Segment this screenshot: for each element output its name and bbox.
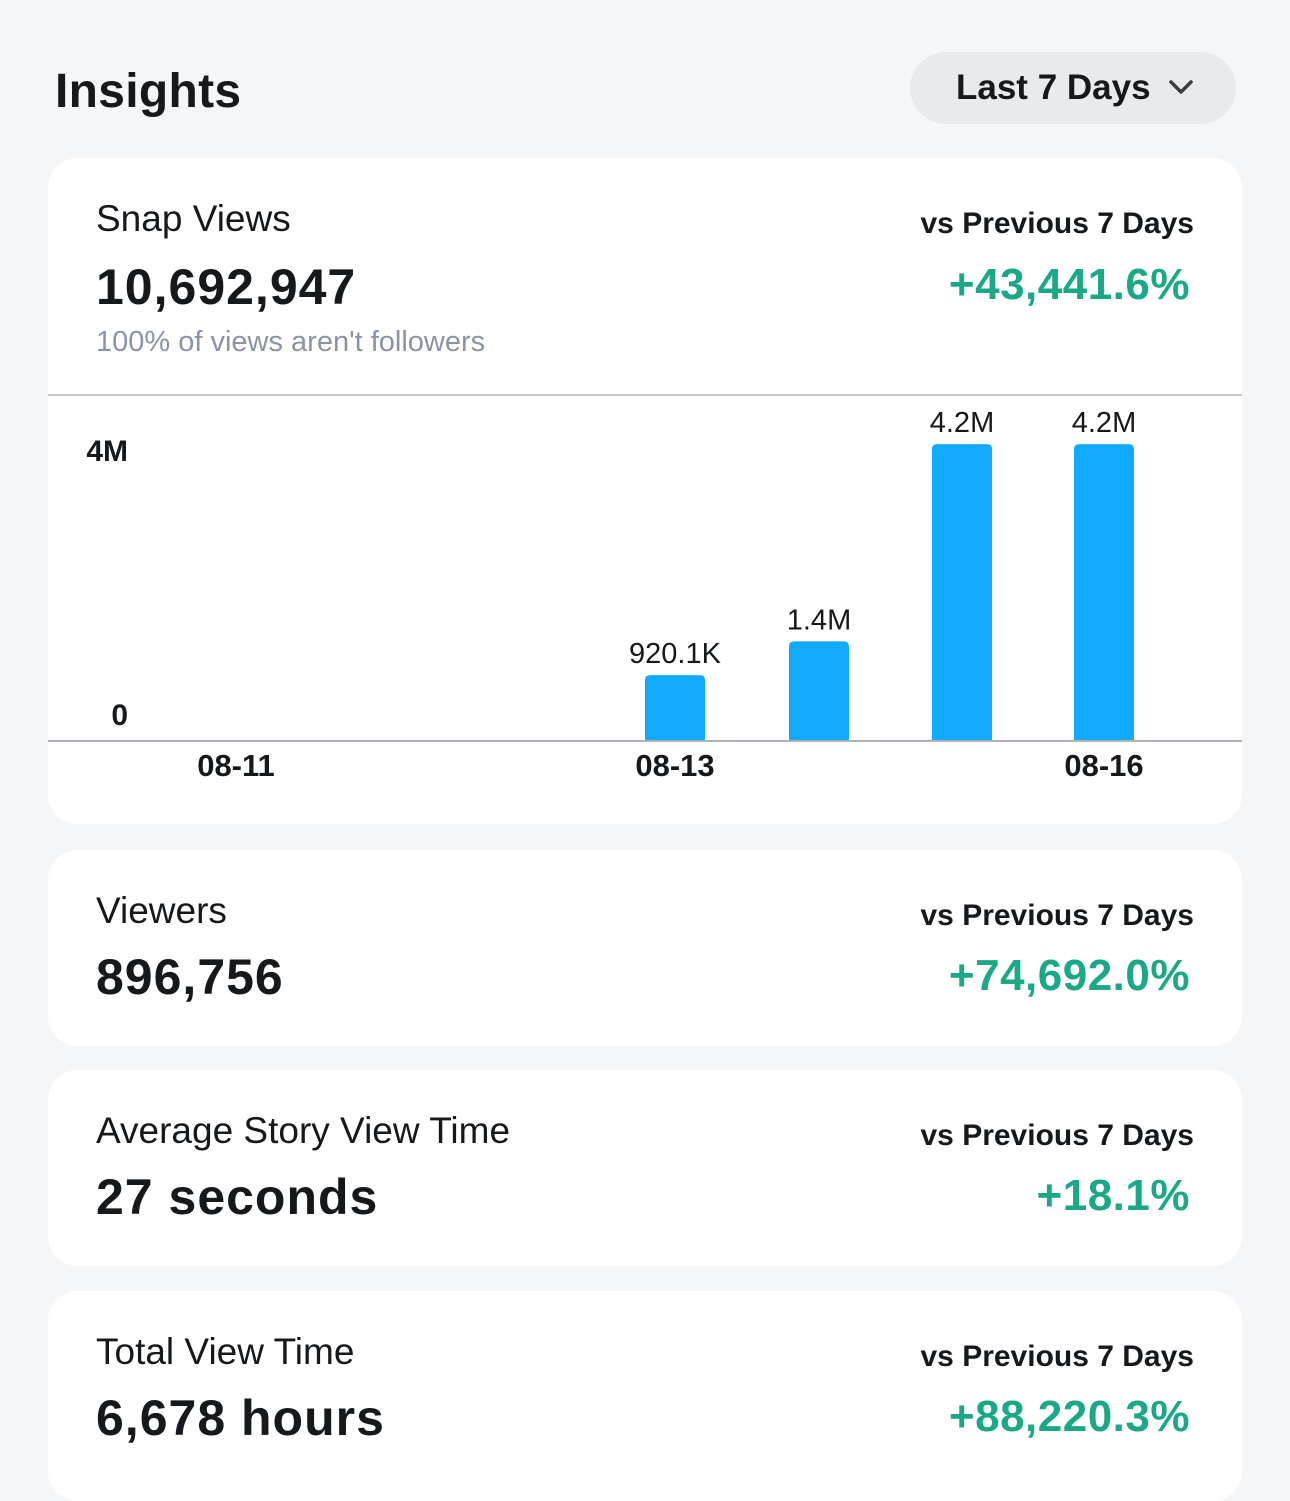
- total-view-time-compare-value: +88,220.3%: [948, 1392, 1190, 1441]
- avg-view-time-value: 27 seconds: [96, 1169, 379, 1225]
- avg-view-time-compare-value: +18.1%: [1036, 1171, 1190, 1220]
- x-tick-label: 08-16: [1064, 748, 1143, 783]
- date-range-dropdown[interactable]: Last 7 Days: [910, 52, 1236, 124]
- y-tick-label: 0: [111, 699, 128, 732]
- snap-views-card[interactable]: Snap Views 10,692,947 100% of views aren…: [48, 158, 1242, 824]
- viewers-label: Viewers: [96, 890, 227, 931]
- snap-views-value: 10,692,947: [96, 259, 357, 315]
- bar-08-13[interactable]: [645, 675, 705, 740]
- chevron-down-icon: [1169, 80, 1193, 94]
- viewers-compare-label: vs Previous 7 Days: [920, 899, 1194, 932]
- bar-value-label: 1.4M: [787, 604, 851, 636]
- bar-value-label: 4.2M: [930, 407, 994, 439]
- bar-08-15[interactable]: [932, 444, 992, 740]
- page-title: Insights: [55, 65, 242, 118]
- snap-views-compare-label: vs Previous 7 Days: [920, 207, 1194, 240]
- viewers-compare-value: +74,692.0%: [948, 951, 1190, 1000]
- snap-views-label: Snap Views: [96, 198, 291, 239]
- avg-view-time-compare-label: vs Previous 7 Days: [920, 1119, 1194, 1152]
- viewers-card[interactable]: Viewers 896,756 vs Previous 7 Days +74,6…: [48, 850, 1242, 1046]
- bar-value-label: 920.1K: [629, 638, 722, 670]
- bar-08-14[interactable]: [789, 641, 849, 740]
- bar-value-label: 4.2M: [1072, 407, 1136, 439]
- snap-views-subtext: 100% of views aren't followers: [96, 326, 486, 358]
- avg-view-time-label: Average Story View Time: [96, 1110, 511, 1151]
- snap-views-compare-value: +43,441.6%: [948, 260, 1190, 309]
- header: Insights Last 7 Days: [0, 0, 1290, 150]
- snap-views-chart: 920.1K 1.4M 4.2M 4.2M 0 4M 08-11 08-13 08-16: [48, 394, 1242, 783]
- total-view-time-value: 6,678 hours: [96, 1390, 385, 1446]
- total-view-time-card[interactable]: Total View Time 6,678 hours vs Previous …: [48, 1291, 1242, 1501]
- total-view-time-label: Total View Time: [96, 1331, 355, 1372]
- y-tick-label: 4M: [86, 435, 128, 468]
- x-tick-label: 08-11: [197, 748, 275, 783]
- total-view-time-compare-label: vs Previous 7 Days: [920, 1340, 1194, 1373]
- date-range-label: Last 7 Days: [956, 68, 1151, 107]
- bar-08-16[interactable]: [1074, 444, 1134, 740]
- viewers-value: 896,756: [96, 949, 284, 1005]
- avg-view-time-card[interactable]: Average Story View Time 27 seconds vs Pr…: [48, 1070, 1242, 1266]
- x-tick-label: 08-13: [635, 748, 714, 783]
